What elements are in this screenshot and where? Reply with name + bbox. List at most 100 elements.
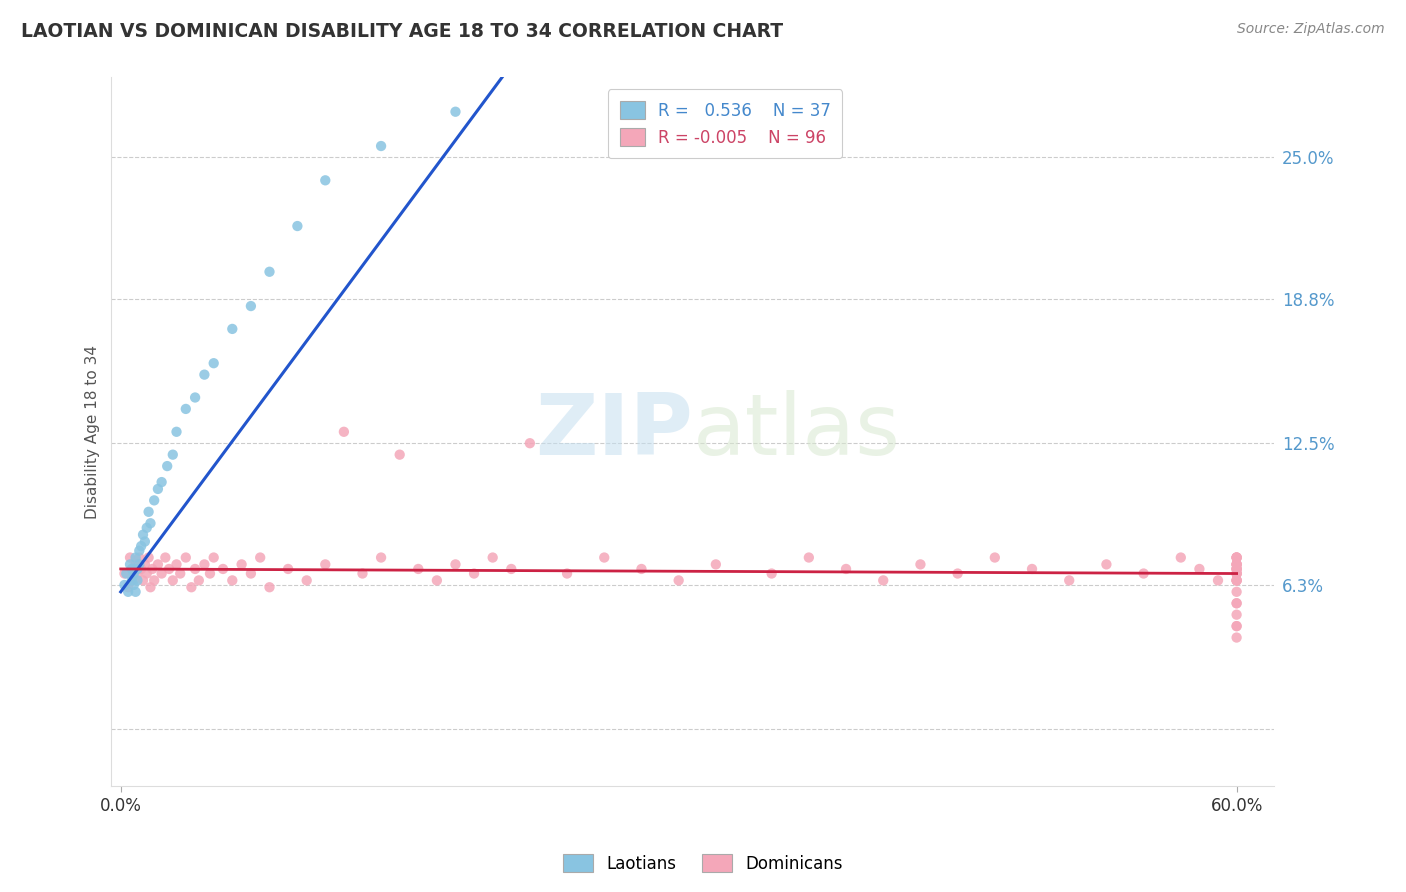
Point (202, 356, 225, 370)
Point (406, 562, 429, 576)
Point (180, 580, 202, 594)
Point (202, 550, 225, 565)
Point (184, 391, 207, 405)
Point (121, 562, 143, 576)
Point (1226, 550, 1249, 565)
Point (1226, 566, 1249, 581)
Point (118, 558, 141, 572)
Point (122, 574, 145, 588)
Point (221, 574, 243, 588)
Point (139, 516, 162, 531)
Point (872, 574, 894, 588)
Point (193, 368, 215, 382)
Point (221, 322, 243, 336)
Point (1226, 562, 1249, 576)
Point (174, 550, 197, 565)
Point (1226, 574, 1249, 588)
Point (352, 566, 374, 581)
Point (1226, 566, 1249, 581)
Point (314, 173, 336, 187)
Point (198, 566, 221, 581)
Point (231, 558, 253, 572)
Point (1226, 550, 1249, 565)
Point (501, 562, 523, 576)
Y-axis label: Disability Age 18 to 34: Disability Age 18 to 34 (86, 345, 100, 519)
Point (166, 558, 188, 572)
Text: Source: ZipAtlas.com: Source: ZipAtlas.com (1237, 22, 1385, 37)
Point (761, 566, 783, 581)
Point (1226, 619, 1249, 633)
Point (143, 493, 166, 508)
Point (1226, 558, 1249, 572)
Point (139, 580, 162, 594)
Point (141, 562, 163, 576)
Point (1226, 566, 1249, 581)
Point (193, 558, 215, 572)
Point (593, 550, 616, 565)
Point (239, 299, 262, 313)
Point (124, 558, 146, 572)
Point (146, 558, 169, 572)
Point (155, 550, 177, 565)
Point (129, 539, 152, 553)
Point (444, 104, 467, 119)
Point (169, 566, 191, 581)
Point (277, 562, 299, 576)
Point (150, 566, 173, 581)
Point (132, 527, 155, 541)
Point (1226, 631, 1249, 645)
Point (1226, 574, 1249, 588)
Point (166, 425, 188, 439)
Point (1226, 574, 1249, 588)
Point (146, 482, 169, 496)
Point (1226, 619, 1249, 633)
Point (481, 550, 503, 565)
Point (239, 566, 262, 581)
Point (1226, 562, 1249, 576)
Point (519, 436, 541, 450)
Point (122, 578, 145, 592)
Point (249, 550, 271, 565)
Point (1226, 596, 1249, 610)
Point (1226, 584, 1249, 599)
Point (1226, 562, 1249, 576)
Point (135, 566, 157, 581)
Point (630, 562, 652, 576)
Point (212, 562, 235, 576)
Point (128, 558, 150, 572)
Legend: R =   0.536    N = 37, R = -0.005    N = 96: R = 0.536 N = 37, R = -0.005 N = 96 (607, 89, 842, 158)
Point (162, 448, 184, 462)
Point (157, 562, 180, 576)
Point (835, 562, 858, 576)
Point (121, 574, 143, 588)
Point (1095, 558, 1118, 572)
Point (333, 425, 356, 439)
Point (117, 580, 139, 594)
Point (259, 580, 281, 594)
Legend: Laotians, Dominicans: Laotians, Dominicans (557, 847, 849, 880)
Point (984, 550, 1007, 565)
Point (112, 566, 135, 581)
Point (1226, 574, 1249, 588)
Point (1021, 562, 1043, 576)
Point (1226, 607, 1249, 622)
Point (127, 562, 149, 576)
Point (184, 562, 207, 576)
Text: atlas: atlas (693, 391, 901, 474)
Point (388, 448, 411, 462)
Point (187, 574, 209, 588)
Point (174, 401, 197, 416)
Point (1057, 574, 1080, 588)
Point (1226, 596, 1249, 610)
Point (314, 558, 336, 572)
Point (118, 550, 141, 565)
Point (122, 566, 145, 581)
Point (129, 562, 152, 576)
Point (1226, 550, 1249, 565)
Point (143, 574, 166, 588)
Point (1226, 558, 1249, 572)
Point (1226, 550, 1249, 565)
Point (444, 558, 467, 572)
Point (117, 584, 139, 599)
Point (704, 558, 727, 572)
